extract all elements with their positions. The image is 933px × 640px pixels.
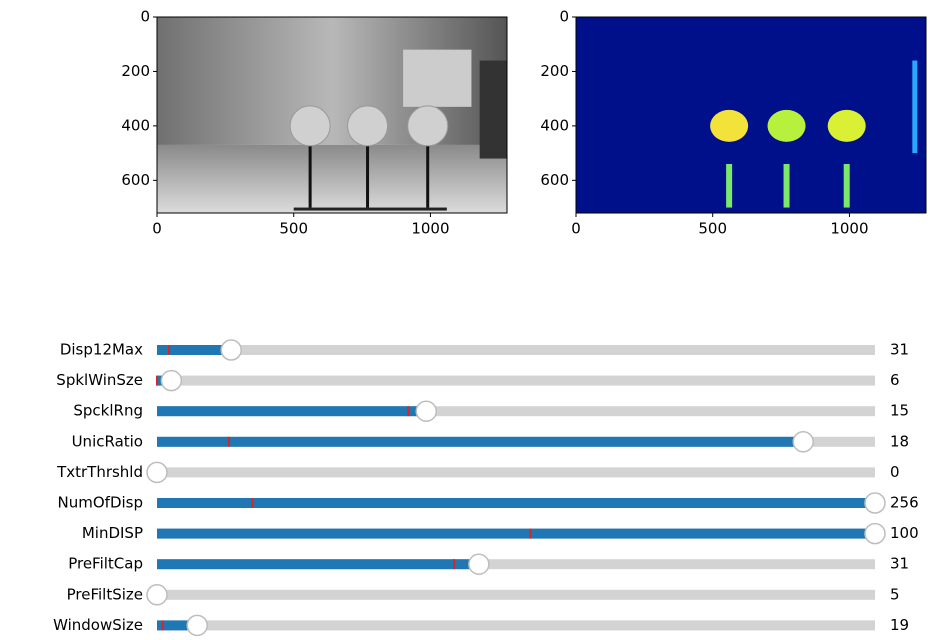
slider: UnicRatio 18 bbox=[72, 432, 910, 452]
stand-blob bbox=[844, 164, 850, 208]
slider-handle[interactable] bbox=[416, 401, 436, 421]
slider-label: NumOfDisp bbox=[58, 494, 143, 512]
slider-value: 18 bbox=[890, 432, 909, 450]
slider-value: 5 bbox=[890, 585, 900, 603]
slider: NumOfDisp 256 bbox=[58, 493, 919, 513]
y-tick-label: 600 bbox=[540, 171, 569, 189]
shelf bbox=[403, 50, 471, 107]
slider-label: TxtrThrshld bbox=[56, 463, 143, 481]
slider-fill bbox=[157, 437, 803, 447]
slider-label: WindowSize bbox=[53, 616, 143, 634]
slider-handle[interactable] bbox=[865, 524, 885, 544]
y-tick-label: 0 bbox=[559, 8, 569, 26]
target bbox=[408, 106, 448, 146]
slider-value: 0 bbox=[890, 463, 900, 481]
y-tick-label: 600 bbox=[121, 171, 150, 189]
slider-handle[interactable] bbox=[793, 432, 813, 452]
slider: WindowSize 19 bbox=[53, 615, 909, 635]
slider-value: 100 bbox=[890, 524, 919, 542]
monitor bbox=[480, 61, 507, 159]
slider-fill bbox=[157, 406, 426, 416]
figure: 050010000200400600050010000200400600Disp… bbox=[0, 0, 933, 640]
slider-fill bbox=[157, 498, 875, 508]
camera-image bbox=[157, 17, 507, 213]
x-tick-label: 500 bbox=[279, 220, 308, 238]
disparity-image bbox=[576, 17, 926, 213]
x-tick-label: 0 bbox=[152, 220, 162, 238]
slider-label: Disp12Max bbox=[60, 341, 143, 359]
base bbox=[294, 208, 447, 211]
edge-blob bbox=[912, 61, 917, 154]
y-tick-label: 200 bbox=[540, 62, 569, 80]
slider-track bbox=[157, 376, 875, 386]
slider-track bbox=[157, 590, 875, 600]
slider-track bbox=[157, 620, 875, 630]
slider: Disp12Max 31 bbox=[60, 340, 909, 360]
y-tick-label: 200 bbox=[121, 62, 150, 80]
slider: SpklWinSze 6 bbox=[56, 371, 899, 391]
slider-value: 256 bbox=[890, 494, 919, 512]
x-tick-label: 500 bbox=[698, 220, 727, 238]
slider-value: 6 bbox=[890, 371, 900, 389]
slider-value: 31 bbox=[890, 341, 909, 359]
target bbox=[348, 106, 388, 146]
x-tick-label: 1000 bbox=[411, 220, 449, 238]
slider-label: SpcklRng bbox=[73, 402, 143, 420]
slider-label: UnicRatio bbox=[72, 432, 143, 450]
slider-label: SpklWinSze bbox=[56, 371, 143, 389]
slider-value: 19 bbox=[890, 616, 909, 634]
slider-handle[interactable] bbox=[147, 585, 167, 605]
slider-handle[interactable] bbox=[147, 462, 167, 482]
slider: PreFiltSize 5 bbox=[67, 585, 900, 605]
slider: PreFiltCap 31 bbox=[68, 554, 909, 574]
y-tick-label: 400 bbox=[540, 116, 569, 134]
slider-handle[interactable] bbox=[221, 340, 241, 360]
slider-value: 31 bbox=[890, 555, 909, 573]
slider-handle[interactable] bbox=[187, 615, 207, 635]
slider-track bbox=[157, 467, 875, 477]
slider-handle[interactable] bbox=[161, 371, 181, 391]
y-tick-label: 0 bbox=[140, 8, 150, 26]
x-tick-label: 0 bbox=[571, 220, 581, 238]
slider-label: PreFiltCap bbox=[68, 555, 143, 573]
floor bbox=[157, 145, 507, 213]
slider-label: PreFiltSize bbox=[67, 585, 143, 603]
slider-handle[interactable] bbox=[865, 493, 885, 513]
y-tick-label: 400 bbox=[121, 116, 150, 134]
slider-value: 15 bbox=[890, 402, 909, 420]
slider: TxtrThrshld 0 bbox=[56, 462, 899, 482]
stand-blob bbox=[784, 164, 790, 208]
background bbox=[576, 17, 926, 213]
slider: MinDISP 100 bbox=[82, 524, 919, 544]
slider-fill bbox=[157, 559, 479, 569]
target-blob bbox=[828, 110, 866, 142]
target-blob bbox=[710, 110, 748, 142]
x-tick-label: 1000 bbox=[830, 220, 868, 238]
target-blob bbox=[768, 110, 806, 142]
target bbox=[290, 106, 330, 146]
slider-handle[interactable] bbox=[469, 554, 489, 574]
stand-blob bbox=[726, 164, 732, 208]
slider-fill bbox=[157, 529, 875, 539]
slider-track bbox=[157, 345, 875, 355]
slider-label: MinDISP bbox=[82, 524, 143, 542]
slider: SpcklRng 15 bbox=[73, 401, 909, 421]
